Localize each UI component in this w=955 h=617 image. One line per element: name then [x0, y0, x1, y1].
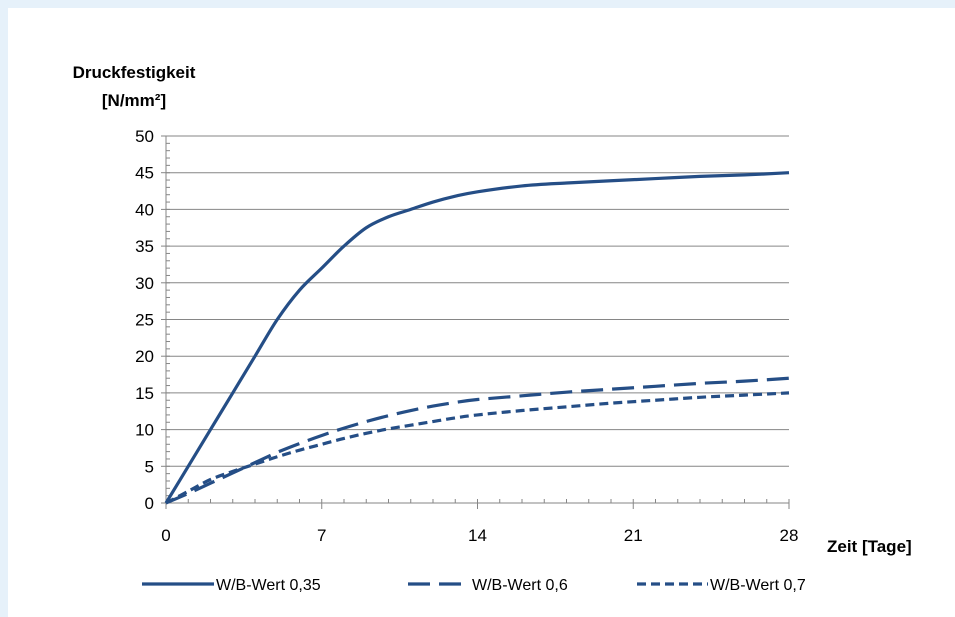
chart-frame: 0 5 10 15 20 25 30 35 40 45 50 0 7 14 21 28 Druckfestigk…	[8, 8, 955, 617]
x-tick-label: 21	[624, 526, 643, 545]
series-line-2	[165, 376, 790, 505]
y-tick-label: 25	[135, 311, 154, 330]
y-tick-label: 5	[145, 457, 154, 476]
x-tick-label: 28	[780, 526, 799, 545]
y-axis-title-line-1: Druckfestigkeit	[73, 63, 196, 82]
y-tick-label: 15	[135, 384, 154, 403]
x-tick-label: 0	[161, 526, 170, 545]
y-tick-label: 45	[135, 164, 154, 183]
legend-label-3: W/B-Wert 0,7	[710, 577, 806, 594]
line-chart: 0 5 10 15 20 25 30 35 40 45 50 0 7 14 21 28 Druckfestigk…	[73, 63, 912, 594]
y-tick-label: 20	[135, 347, 154, 366]
y-axis-title-line-2: [N/mm²]	[102, 91, 166, 110]
legend-label-1: W/B-Wert 0,35	[216, 577, 321, 594]
series-line-1	[164, 171, 790, 504]
y-tick-label: 50	[135, 127, 154, 146]
y-tick-label: 35	[135, 237, 154, 256]
x-axis-title: Zeit [Tage]	[827, 537, 912, 556]
series-line-3	[165, 391, 790, 505]
y-tick-label: 0	[145, 494, 154, 513]
y-tick-label: 30	[135, 274, 154, 293]
x-tick-label: 14	[468, 526, 487, 545]
y-tick-label: 10	[135, 421, 154, 440]
legend-label-2: W/B-Wert 0,6	[472, 577, 568, 594]
x-tick-label: 7	[317, 526, 326, 545]
y-tick-label: 40	[135, 200, 154, 219]
